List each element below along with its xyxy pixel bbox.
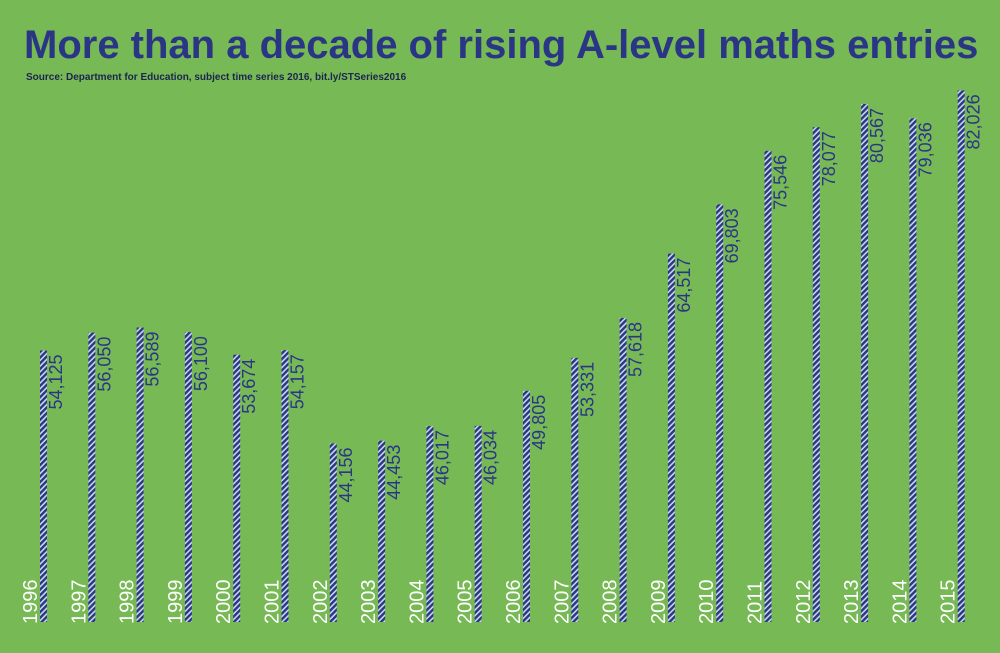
x-tick-label: 2012 — [793, 580, 815, 625]
bar — [474, 425, 482, 622]
x-tick-label: 1997 — [68, 580, 90, 625]
value-label: 53,331 — [577, 362, 597, 417]
x-tick-label: 2005 — [455, 580, 477, 625]
bar — [136, 327, 144, 622]
value-label: 64,517 — [674, 258, 694, 313]
value-label: 53,674 — [239, 359, 259, 414]
x-tick-label: 2013 — [841, 580, 863, 625]
bar — [861, 104, 869, 622]
x-tick-label: 2001 — [262, 580, 284, 625]
bar — [281, 350, 289, 622]
value-label: 75,546 — [771, 155, 791, 210]
value-label: 44,453 — [384, 445, 404, 500]
x-tick-label: 2008 — [600, 580, 622, 625]
value-label: 54,125 — [46, 354, 66, 409]
bar — [571, 357, 579, 622]
value-label: 79,036 — [915, 122, 935, 177]
bar — [812, 127, 820, 622]
bar — [184, 332, 192, 622]
value-label: 46,034 — [481, 430, 501, 485]
value-label: 49,805 — [529, 395, 549, 450]
value-label: 80,567 — [867, 108, 887, 163]
value-label: 57,618 — [626, 322, 646, 377]
bar — [523, 390, 530, 622]
x-tick-label: 2006 — [503, 580, 525, 625]
value-label: 82,026 — [964, 94, 984, 149]
bar — [957, 90, 965, 623]
value-label: 54,157 — [288, 354, 308, 409]
value-label: 56,100 — [191, 336, 211, 391]
value-label: 78,077 — [819, 131, 839, 186]
x-tick-label: 2010 — [696, 580, 718, 625]
chart-subtitle: Source: Department for Education, subjec… — [26, 72, 407, 83]
bar — [329, 443, 337, 622]
value-label: 56,050 — [94, 337, 114, 392]
bar — [378, 440, 386, 622]
bar — [619, 317, 627, 622]
chart-title: More than a decade of rising A-level mat… — [24, 23, 978, 67]
bar — [667, 253, 675, 622]
x-tick-label: 2004 — [406, 580, 428, 625]
x-tick-label: 2015 — [938, 580, 960, 625]
value-label: 44,156 — [336, 447, 356, 502]
bar — [40, 350, 47, 622]
x-tick-label: 2003 — [358, 580, 380, 625]
x-tick-label: 2011 — [745, 581, 767, 624]
x-tick-label: 2009 — [648, 580, 670, 625]
bar — [426, 426, 434, 622]
bar — [764, 150, 772, 622]
bar — [88, 332, 96, 622]
x-tick-label: 1996 — [20, 580, 42, 625]
bar — [909, 118, 917, 623]
bar — [233, 354, 241, 622]
value-label: 69,803 — [722, 208, 742, 263]
value-label: 46,017 — [432, 430, 452, 485]
x-tick-label: 1998 — [117, 580, 139, 625]
x-tick-label: 2000 — [213, 580, 235, 625]
x-tick-label: 2007 — [551, 580, 573, 625]
bar — [716, 204, 724, 622]
value-label: 56,589 — [143, 332, 163, 387]
x-tick-label: 2002 — [310, 580, 332, 625]
x-tick-label: 2014 — [889, 580, 911, 625]
x-tick-label: 1999 — [165, 580, 187, 625]
